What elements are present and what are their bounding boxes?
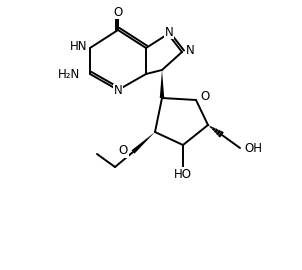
Polygon shape bbox=[160, 70, 164, 98]
Text: N: N bbox=[165, 25, 173, 39]
Text: O: O bbox=[200, 89, 209, 103]
Text: O: O bbox=[113, 5, 123, 19]
Polygon shape bbox=[131, 132, 155, 154]
Text: N: N bbox=[114, 85, 122, 97]
Text: HO: HO bbox=[174, 167, 192, 181]
Text: HN: HN bbox=[69, 40, 87, 53]
Text: N: N bbox=[186, 45, 195, 58]
Text: O: O bbox=[119, 144, 128, 157]
Text: OH: OH bbox=[244, 141, 262, 154]
Text: H₂N: H₂N bbox=[58, 68, 80, 80]
